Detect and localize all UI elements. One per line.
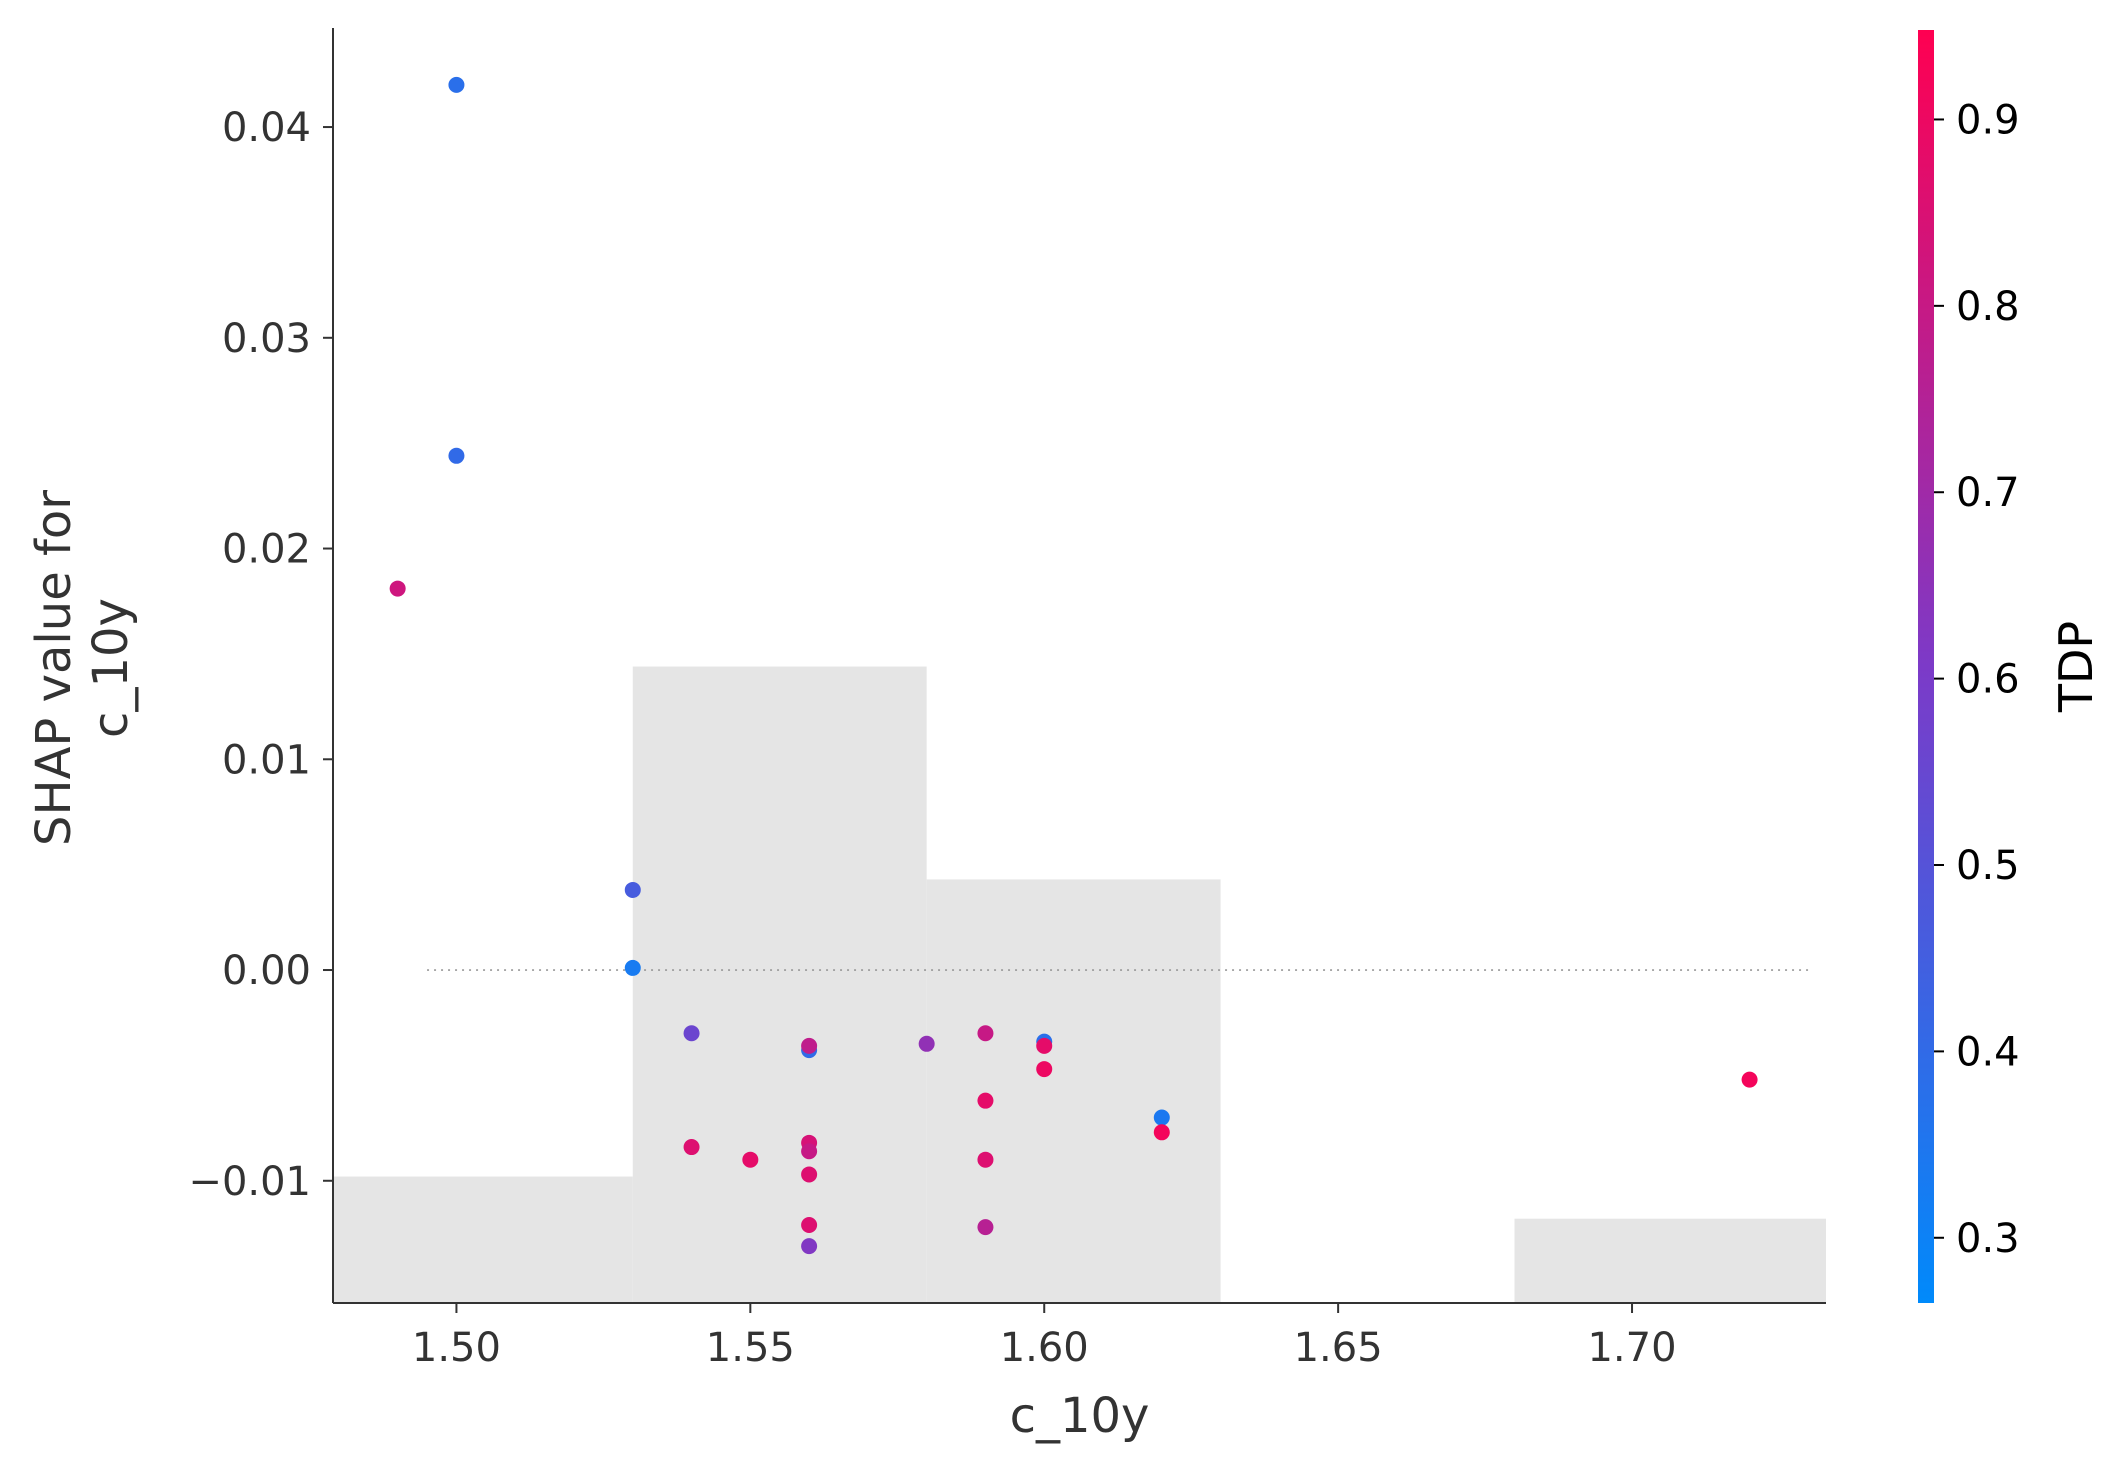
data-point <box>977 1219 994 1236</box>
x-tick-label: 1.70 <box>1587 1325 1676 1371</box>
colorbar-label: TDP <box>2049 621 2103 713</box>
y-tick-label: 0.02 <box>222 527 311 573</box>
colorbar-tick-label: 0.5 <box>1956 843 2020 889</box>
histogram-bar <box>632 666 927 1303</box>
y-axis-label-line-2: c_10y <box>83 598 139 738</box>
histogram-bar <box>926 879 1221 1303</box>
data-point <box>389 580 406 597</box>
data-point <box>1036 1061 1053 1078</box>
data-point <box>801 1238 818 1255</box>
data-point <box>448 76 465 93</box>
data-point <box>683 1025 700 1042</box>
data-point <box>977 1025 994 1042</box>
x-tick-label: 1.65 <box>1294 1325 1383 1371</box>
colorbar-ticks: 0.3 0.4 0.5 0.6 0.7 0.8 0.9 <box>1934 97 2020 1262</box>
colorbar-tick-label: 0.7 <box>1956 470 2020 516</box>
data-point <box>1153 1109 1170 1126</box>
data-point <box>624 881 641 898</box>
histogram-background <box>333 666 1826 1303</box>
data-point <box>801 1166 818 1183</box>
x-axis-ticks: 1.50 1.55 1.60 1.65 1.70 <box>412 1303 1677 1371</box>
data-point <box>977 1151 994 1168</box>
y-axis-label-line-1: SHAP value for <box>26 490 82 846</box>
x-tick-label: 1.50 <box>412 1325 501 1371</box>
y-axis-ticks: −0.01 0.00 0.01 0.02 0.03 0.04 <box>188 105 333 1205</box>
y-tick-label: −0.01 <box>188 1159 311 1205</box>
data-point <box>624 959 641 976</box>
x-tick-label: 1.60 <box>1000 1325 1089 1371</box>
data-point <box>977 1092 994 1109</box>
data-point <box>801 1143 818 1160</box>
colorbar-tick-label: 0.4 <box>1956 1029 2020 1075</box>
data-point <box>1741 1071 1758 1088</box>
scatter-points <box>389 76 1758 1255</box>
histogram-bar <box>1514 1218 1826 1303</box>
data-point <box>448 447 465 464</box>
y-axis-label: SHAP value for c_10y <box>26 490 139 846</box>
colorbar-tick-label: 0.6 <box>1956 657 2020 703</box>
data-point <box>742 1151 759 1168</box>
data-point <box>1153 1124 1170 1141</box>
y-tick-label: 0.03 <box>222 316 311 362</box>
histogram-bar <box>333 1176 633 1303</box>
colorbar-tick-label: 0.9 <box>1956 97 2020 143</box>
data-point <box>1036 1037 1053 1054</box>
data-point <box>801 1037 818 1054</box>
x-tick-label: 1.55 <box>706 1325 795 1371</box>
x-axis-label: c_10y <box>1010 1388 1150 1444</box>
colorbar-tick-label: 0.3 <box>1956 1216 2020 1262</box>
y-tick-label: 0.00 <box>222 948 311 994</box>
data-point <box>918 1035 935 1052</box>
data-point <box>801 1217 818 1234</box>
data-point <box>683 1139 700 1156</box>
colorbar <box>1918 30 1934 1303</box>
colorbar-tick-label: 0.8 <box>1956 284 2020 330</box>
y-tick-label: 0.01 <box>222 737 311 783</box>
y-tick-label: 0.04 <box>222 105 311 151</box>
